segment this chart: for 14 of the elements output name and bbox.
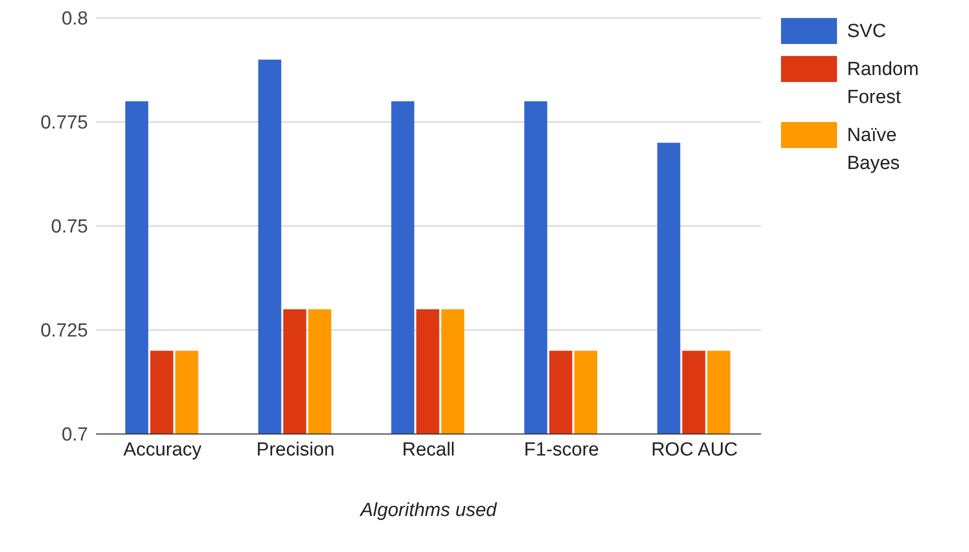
x-tick-label: Precision: [256, 439, 335, 460]
y-tick-label: 0.775: [40, 112, 88, 134]
x-tick-label: Accuracy: [123, 439, 202, 460]
legend-label: Naïve Bayes: [847, 124, 901, 176]
y-tick-label: 0.725: [40, 320, 88, 342]
y-tick-label: 0.75: [51, 216, 88, 238]
y-tick-label: 0.7: [62, 424, 88, 446]
x-axis-title: Algorithms used: [359, 500, 498, 521]
x-tick-label: F1-score: [524, 439, 599, 460]
legend-label: SVC: [847, 20, 888, 44]
x-tick-label: Recall: [402, 439, 455, 460]
y-tick-label: 0.8: [62, 8, 88, 30]
x-tick-label: ROC AUC: [651, 439, 738, 460]
legend-label: Random Forest: [847, 58, 920, 110]
